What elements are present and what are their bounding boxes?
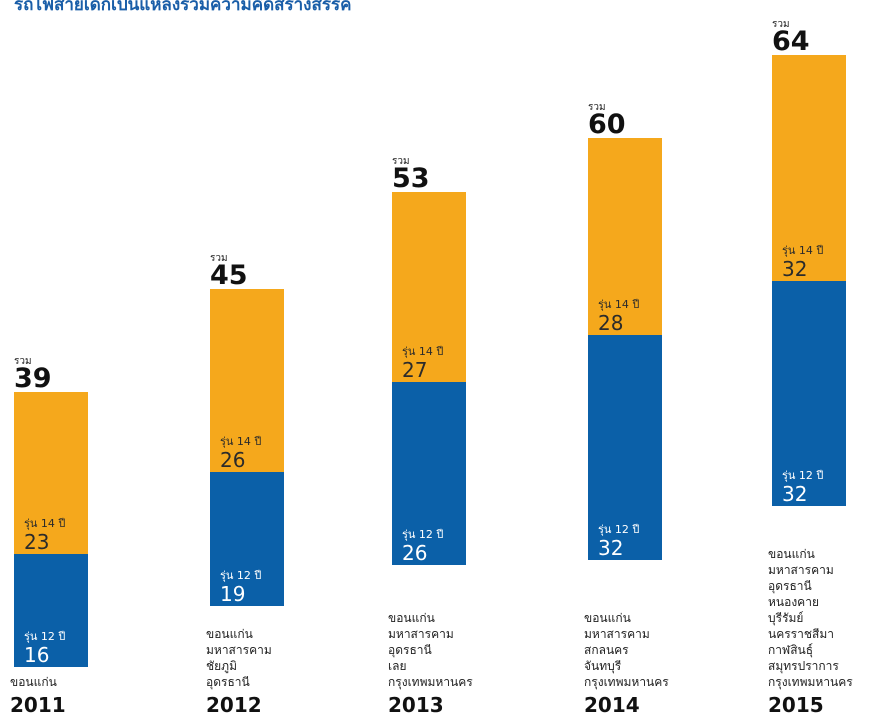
total-caption: รวม	[588, 101, 606, 113]
bar-segment-senior	[210, 289, 284, 473]
x-tick-label: 2015	[768, 693, 824, 717]
data-label-junior: 32	[598, 536, 624, 560]
data-label-senior: 23	[24, 530, 50, 555]
province-item: มหาสารคาม	[388, 627, 454, 641]
province-item: กรุงเทพมหานคร	[584, 675, 669, 689]
bar-segment-senior	[588, 137, 662, 335]
x-tick-label: 2011	[10, 693, 66, 717]
total-caption: รวม	[210, 253, 228, 265]
series-label-junior: รุ่น 12 ปี	[220, 569, 262, 582]
province-list: ขอนแก่นมหาสารคามชัยภูมิอุดรธานี	[206, 626, 272, 690]
province-item: ขอนแก่น	[206, 627, 253, 641]
series-label-senior: รุ่น 14 ปี	[402, 344, 444, 358]
total-caption: รวม	[14, 356, 32, 368]
chart-title: รถไฟสายเด็กเป็นแหล่งรวมความคิดสร้างสรรค์	[14, 0, 352, 15]
total-caption: รวม	[772, 19, 790, 31]
province-item: จันทบุรี	[584, 659, 622, 673]
province-item: กรุงเทพมหานคร	[388, 675, 473, 689]
data-label-junior: 16	[24, 643, 50, 667]
province-item: หนองคาย	[768, 595, 819, 609]
data-label-junior: 19	[220, 582, 246, 606]
series-label-senior: รุ่น 14 ปี	[598, 297, 640, 311]
province-item: เลย	[388, 659, 407, 673]
province-item: บุรีรัมย์	[768, 611, 804, 625]
data-label-senior: 32	[782, 256, 808, 281]
data-label-senior: 27	[402, 357, 428, 382]
total-value: 60	[588, 108, 626, 140]
province-item: ขอนแก่น	[768, 547, 815, 561]
bar-segment-junior	[588, 334, 662, 560]
x-tick-label: 2013	[388, 693, 444, 717]
bar-segment-senior	[14, 392, 88, 555]
province-item: สมุทรปราการ	[768, 659, 839, 673]
series-label-senior: รุ่น 14 ปี	[782, 243, 824, 257]
province-item: อุดรธานี	[388, 643, 432, 657]
series-label-senior: รุ่น 14 ปี	[220, 435, 262, 449]
province-item: ชัยภูมิ	[206, 659, 237, 673]
bar-segment-junior	[210, 472, 284, 606]
province-item: กรุงเทพมหานคร	[768, 675, 853, 689]
series-label-senior: รุ่น 14 ปี	[24, 517, 66, 531]
bar-segment-senior	[392, 191, 466, 382]
x-tick-label: 2014	[584, 693, 640, 717]
bar-segment-junior	[392, 381, 466, 565]
province-item: สกลนคร	[584, 643, 629, 657]
data-label-junior: 26	[402, 541, 428, 565]
total-value: 64	[772, 26, 810, 58]
total-value: 45	[210, 260, 248, 292]
province-list: ขอนแก่นมหาสารคามสกลนครจันทบุรีกรุงเทพมหา…	[584, 610, 669, 690]
bar-segment-senior	[772, 55, 846, 281]
province-item: นครราชสีมา	[768, 627, 834, 641]
province-item: ขอนแก่น	[10, 675, 57, 689]
province-item: อุดรธานี	[206, 675, 250, 689]
data-label-senior: 26	[220, 448, 246, 473]
x-tick-label: 2012	[206, 693, 262, 717]
province-item: กาฬสินธุ์	[768, 643, 814, 657]
series-label-junior: รุ่น 12 ปี	[24, 630, 66, 643]
bar-segment-junior	[772, 280, 846, 506]
total-caption: รวม	[392, 155, 410, 167]
province-list: ขอนแก่น	[10, 674, 57, 690]
total-value: 53	[392, 162, 430, 194]
province-item: ขอนแก่น	[388, 611, 435, 625]
province-item: ขอนแก่น	[584, 611, 631, 625]
province-item: อุดรธานี	[768, 579, 812, 593]
province-list: ขอนแก่นมหาสารคามอุดรธานีเลยกรุงเทพมหานคร	[388, 610, 473, 690]
series-label-junior: รุ่น 12 ปี	[782, 469, 824, 482]
province-item: มหาสารคาม	[584, 627, 650, 641]
data-label-junior: 32	[782, 482, 808, 506]
bar-segment-junior	[14, 554, 88, 667]
data-label-senior: 28	[598, 310, 624, 335]
province-list: ขอนแก่นมหาสารคามอุดรธานีหนองคายบุรีรัมย์…	[768, 546, 853, 690]
series-label-junior: รุ่น 12 ปี	[598, 523, 640, 536]
series-label-junior: รุ่น 12 ปี	[402, 528, 444, 541]
total-value: 39	[14, 363, 52, 395]
province-item: มหาสารคาม	[768, 563, 834, 577]
province-item: มหาสารคาม	[206, 643, 272, 657]
